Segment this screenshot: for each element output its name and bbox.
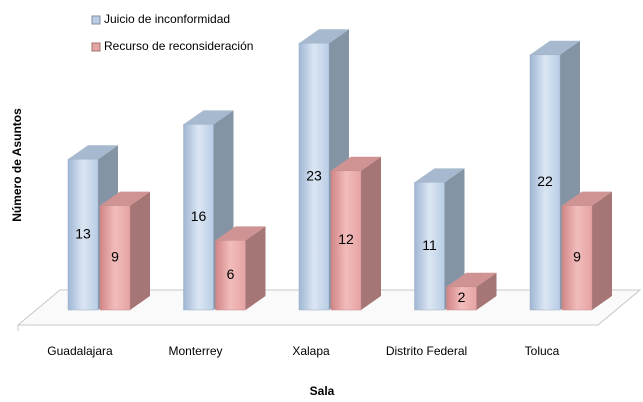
bar bbox=[561, 205, 593, 311]
bar-side bbox=[361, 156, 381, 310]
bar bbox=[183, 124, 214, 311]
data-label: 12 bbox=[338, 231, 354, 247]
legend-swatch bbox=[91, 15, 101, 25]
bar bbox=[67, 158, 99, 311]
bar-top bbox=[100, 191, 150, 206]
data-label: 9 bbox=[111, 249, 119, 265]
x-axis-label: Sala bbox=[310, 384, 335, 398]
bar bbox=[215, 240, 246, 311]
bar bbox=[446, 286, 477, 311]
bar-side bbox=[245, 226, 266, 310]
x-tick-label: Monterrey bbox=[168, 344, 222, 358]
data-label: 6 bbox=[227, 266, 235, 282]
bar-top bbox=[331, 156, 381, 171]
x-tick-label: Toluca bbox=[525, 344, 560, 358]
data-label: 2 bbox=[458, 289, 466, 305]
bar bbox=[529, 54, 561, 311]
bar bbox=[99, 205, 131, 311]
y-axis-label: Número de Asuntos bbox=[10, 108, 24, 222]
bar-top bbox=[414, 168, 465, 183]
data-label: 13 bbox=[75, 225, 91, 241]
bar-top bbox=[530, 40, 580, 55]
legend-label: Recurso de reconsideración bbox=[104, 39, 253, 53]
data-label: 9 bbox=[573, 249, 581, 265]
data-label: 11 bbox=[422, 237, 437, 253]
bar-top bbox=[183, 110, 234, 125]
legend-swatch bbox=[91, 42, 101, 52]
bar-top bbox=[562, 191, 612, 206]
bar-top bbox=[68, 145, 118, 160]
bar-side bbox=[476, 272, 497, 310]
data-label: 23 bbox=[306, 167, 322, 183]
data-label: 22 bbox=[537, 173, 553, 189]
bar-top bbox=[299, 29, 349, 44]
bar-top bbox=[215, 226, 266, 241]
legend-label: Juicio de inconformidad bbox=[104, 12, 230, 26]
bar-top bbox=[446, 272, 497, 287]
data-label: 16 bbox=[191, 208, 207, 224]
bar-side bbox=[444, 168, 465, 310]
bar-side bbox=[130, 191, 150, 310]
bar bbox=[414, 182, 445, 311]
bar-side bbox=[592, 191, 612, 310]
bar bbox=[330, 170, 362, 311]
bar bbox=[298, 42, 330, 311]
x-tick-label: Distrito Federal bbox=[386, 344, 467, 358]
x-tick-label: Xalapa bbox=[292, 344, 330, 358]
x-tick-label: Guadalajara bbox=[47, 344, 113, 358]
